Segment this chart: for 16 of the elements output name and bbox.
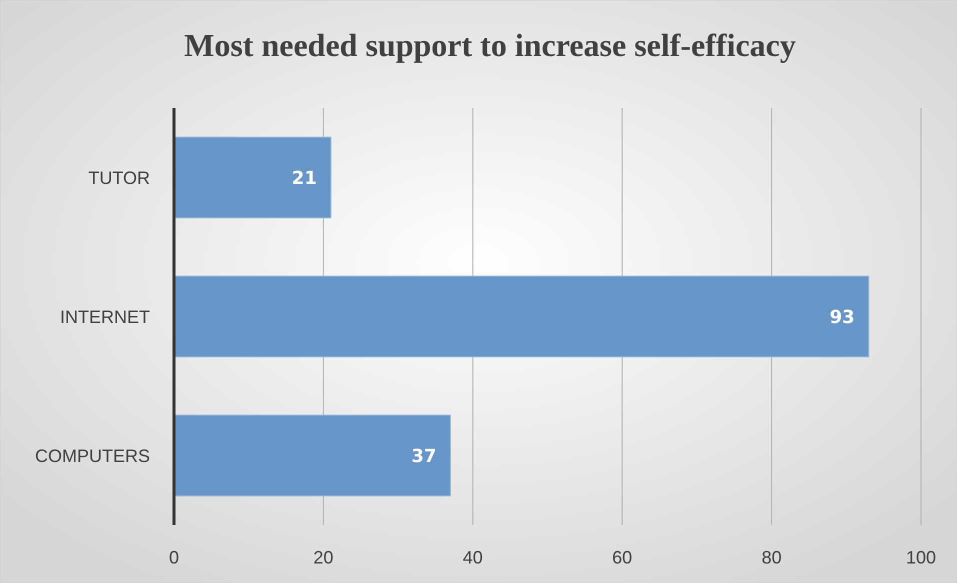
x-tick-label: 40: [462, 547, 483, 568]
y-tick-label: INTERNET: [60, 306, 150, 327]
chart-title: Most needed support to increase self-efficacy: [184, 27, 796, 63]
x-tick-label: 0: [168, 547, 180, 568]
data-label: 37: [411, 446, 436, 467]
bar: [174, 136, 332, 218]
x-tick-label: 80: [762, 547, 782, 568]
data-label: 93: [830, 306, 855, 328]
bar: [174, 276, 870, 358]
x-tick-label: 60: [612, 547, 632, 568]
data-label: 21: [292, 168, 317, 189]
x-tick-label: 20: [313, 547, 334, 568]
bar: [174, 414, 451, 496]
y-tick-label: TUTOR: [88, 168, 150, 188]
y-tick-label: COMPUTERS: [34, 446, 150, 466]
x-tick-label: 100: [906, 547, 936, 568]
